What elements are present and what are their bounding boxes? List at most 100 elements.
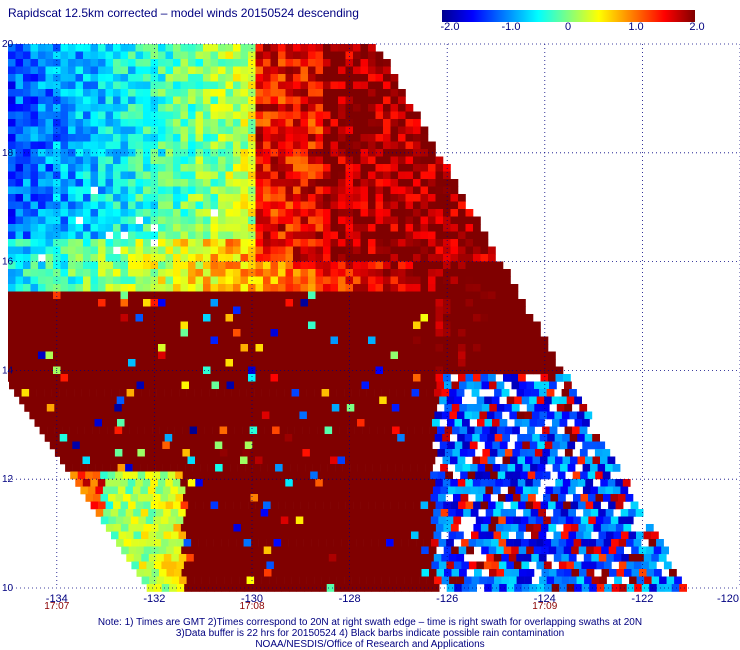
swath-cell (255, 216, 264, 225)
swath-cell (121, 404, 130, 412)
swath-cell (218, 291, 226, 300)
swath-cell (255, 284, 264, 292)
swath-cell (203, 89, 211, 97)
swath-cell (354, 449, 363, 457)
swath-cell (385, 494, 394, 502)
swath-cell (420, 524, 429, 532)
swath-cell (8, 336, 16, 345)
swath-cell (383, 336, 391, 345)
swath-cell (105, 284, 114, 292)
swath-cell (484, 396, 492, 405)
swath-cell (375, 321, 384, 330)
swath-cell (368, 501, 376, 510)
swath-cell (555, 374, 564, 382)
swath-cell (87, 419, 95, 427)
swath-cell (386, 539, 394, 547)
swath-cell (345, 351, 354, 360)
swath-cell (215, 486, 224, 495)
swath-cell (225, 456, 233, 465)
swath-cell (229, 419, 238, 427)
swath-cell (45, 201, 54, 210)
swath-cell (60, 336, 69, 345)
swath-cell (187, 456, 196, 465)
swath-cell (188, 141, 196, 150)
swath-cell (496, 404, 505, 412)
swath-cell (353, 314, 361, 322)
swath-cell (195, 231, 204, 240)
swath-cell (300, 269, 309, 277)
swath-cell (180, 74, 189, 82)
swath-cell (480, 254, 489, 262)
swath-cell (300, 224, 309, 232)
swath-cell (224, 576, 232, 585)
swath-cell (345, 239, 354, 247)
swath-cell (428, 359, 436, 367)
swath-cell (206, 396, 215, 405)
swath-cell (270, 456, 278, 465)
swath-cell (318, 516, 327, 525)
swath-cell (150, 179, 159, 187)
swath-cell (330, 276, 339, 285)
swath-cell (530, 509, 539, 517)
swath-cells (8, 44, 687, 592)
swath-cell (375, 261, 384, 270)
swath-cell (98, 291, 106, 300)
swath-cell (528, 539, 537, 547)
swath-cell (263, 201, 271, 210)
swath-cell (240, 209, 249, 217)
swath-cell (618, 494, 626, 502)
swath-cell (420, 456, 428, 465)
swath-cell (195, 299, 204, 307)
swath-cell (384, 404, 393, 412)
swath-cell (90, 276, 99, 285)
swath-cell (281, 584, 290, 592)
swath-cell (135, 96, 144, 105)
swath-cell (345, 179, 354, 187)
swath-cell (531, 531, 539, 540)
swath-cell (375, 201, 384, 210)
swath-cell (113, 81, 121, 90)
swath-cell (125, 509, 134, 517)
swath-cell (41, 396, 50, 405)
swath-cell (269, 434, 278, 442)
swath-cell (420, 269, 429, 277)
swath-cell (391, 381, 400, 390)
swath-cell (21, 389, 30, 397)
swath-cell (259, 584, 267, 592)
swath-cell (188, 156, 196, 165)
swath-cell (383, 359, 391, 367)
swath-cell (98, 314, 106, 322)
swath-cell (390, 284, 399, 292)
swath-cell (53, 239, 61, 247)
swath-cell (84, 404, 93, 412)
swath-cell (123, 494, 131, 502)
swath-cell (263, 374, 271, 382)
swath-cell (531, 554, 540, 562)
swath-cell (435, 239, 444, 247)
swath-cell (68, 239, 76, 247)
swath-cell (120, 141, 129, 150)
swath-cell (263, 329, 271, 337)
swath-cell (405, 216, 414, 225)
swath-cell (661, 546, 669, 555)
swath-cell (188, 104, 196, 112)
swath-cell (227, 449, 236, 457)
swath-cell (264, 426, 273, 435)
swath-cell (270, 351, 279, 360)
swath-cell (156, 576, 165, 585)
swath-cell (165, 201, 174, 210)
swath-cell (158, 119, 166, 127)
swath-cell (341, 584, 350, 592)
swath-cell (98, 216, 106, 225)
swath-cell (405, 276, 414, 285)
swath-cell (314, 434, 323, 442)
swath-cell (53, 299, 61, 307)
swath-cell (484, 419, 493, 427)
swath-cell (405, 141, 414, 150)
swath-cell (260, 464, 268, 472)
swath-cell (260, 486, 269, 495)
swath-cell (90, 351, 99, 360)
swath-cell (240, 261, 249, 270)
swath-cell (383, 201, 391, 210)
swath-cell (188, 269, 196, 277)
